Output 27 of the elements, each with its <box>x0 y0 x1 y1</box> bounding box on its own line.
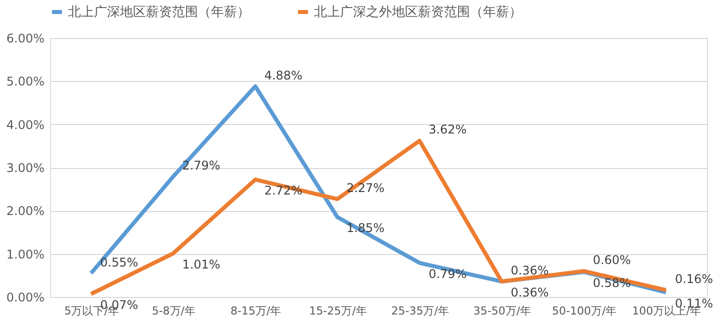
data-label: 4.88% <box>264 68 302 82</box>
y-tick-label: 2.00% <box>6 204 44 218</box>
data-label: 1.01% <box>182 257 220 272</box>
data-label: 0.55% <box>100 255 138 270</box>
x-tick-label: 25-35万/年 <box>391 304 449 318</box>
x-tick-label: 15-25万/年 <box>309 304 367 318</box>
y-tick-label: 4.00% <box>6 118 44 132</box>
data-label: 0.58% <box>592 276 631 290</box>
x-tick-label: 35-50万/年 <box>473 304 532 318</box>
legend-label: 北上广深地区薪资范围（年薪） <box>68 5 250 20</box>
y-tick-label: 3.00% <box>6 161 44 175</box>
x-tick-label: 50-100万/年 <box>552 304 617 318</box>
data-label: 0.36% <box>510 263 549 278</box>
y-tick-label: 6.00% <box>6 32 44 46</box>
y-tick-label: 0.00% <box>6 290 44 304</box>
data-label: 0.36% <box>510 285 549 300</box>
x-tick-label: 5-8万/年 <box>152 304 196 318</box>
legend-label: 北上广深之外地区薪资范围（年薪） <box>314 5 522 20</box>
data-label: 3.62% <box>428 122 467 137</box>
data-label: 0.16% <box>674 272 714 286</box>
data-label: 2.72% <box>264 184 302 198</box>
y-tick-label: 1.00% <box>6 247 44 262</box>
x-tick-label: 8-15万/年 <box>230 304 282 318</box>
data-label: 0.60% <box>592 253 631 268</box>
line-series <box>89 138 668 296</box>
y-tick-label: 5.00% <box>6 74 44 89</box>
data-label: 0.79% <box>428 266 467 281</box>
